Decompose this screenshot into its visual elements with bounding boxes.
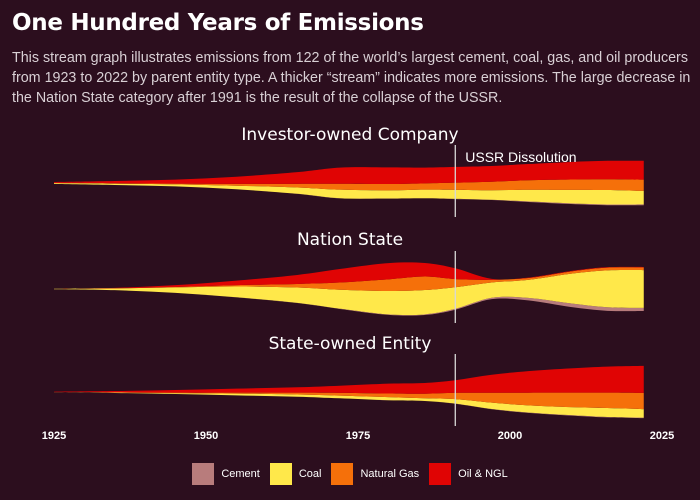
- legend-item-oil-ngl[interactable]: Oil & NGL: [429, 463, 508, 485]
- panel-state-owned-entity: State-owned Entity: [54, 334, 644, 426]
- x-tick-2000: 2000: [498, 430, 522, 442]
- x-tick-2025: 2025: [650, 430, 674, 442]
- legend-swatch-cement: [192, 463, 215, 485]
- stream-state-owned-entity-oil-ngl: [54, 365, 644, 394]
- annotation-label: USSR Dissolution: [465, 149, 576, 165]
- panel-title-nation-state: Nation State: [297, 230, 403, 250]
- x-tick-1925: 1925: [42, 430, 66, 442]
- page-title: One Hundred Years of Emissions: [12, 10, 424, 36]
- legend-item-coal[interactable]: Coal: [269, 463, 322, 485]
- legend-label-coal: Coal: [298, 468, 322, 480]
- legend-item-natural-gas[interactable]: Natural Gas: [331, 463, 419, 485]
- stream-investor-owned-company-oil-ngl: [54, 160, 644, 185]
- stream-investor-owned-company-natural-gas: [54, 179, 644, 191]
- stream-investor-owned-company-coal: [54, 183, 644, 205]
- legend-swatch-oil-ngl: [429, 463, 452, 485]
- legend: Cement Coal Natural Gas Oil & NGL: [0, 462, 700, 486]
- legend-swatch-natural-gas: [331, 463, 354, 485]
- legend-label-cement: Cement: [221, 468, 260, 480]
- legend-label-oil-ngl: Oil & NGL: [458, 468, 508, 480]
- legend-swatch-coal: [269, 463, 292, 485]
- stream-state-owned-entity-coal: [54, 392, 644, 418]
- stream-nation-state-coal: [54, 269, 644, 316]
- streamgraph-chart: Investor-owned Company USSR Dissolution Na…: [42, 125, 674, 442]
- stream-nation-state-oil-ngl: [54, 262, 644, 289]
- panel-title-investor-owned-company: Investor-owned Company: [241, 125, 458, 145]
- stream-nation-state-natural-gas: [54, 267, 644, 292]
- x-tick-1950: 1950: [194, 430, 218, 442]
- chart-description: This stream graph illustrates emissions …: [12, 50, 691, 106]
- legend-item-cement[interactable]: Cement: [192, 463, 260, 485]
- legend-label-natural-gas: Natural Gas: [360, 468, 420, 480]
- stream-state-owned-entity-natural-gas: [54, 392, 644, 410]
- stream-investor-owned-company-cement: [54, 183, 644, 206]
- panel-investor-owned-company: Investor-owned Company USSR Dissolution: [54, 125, 644, 217]
- x-tick-1975: 1975: [346, 430, 370, 442]
- panel-nation-state: Nation State: [54, 230, 644, 323]
- panel-title-state-owned-entity: State-owned Entity: [269, 334, 432, 354]
